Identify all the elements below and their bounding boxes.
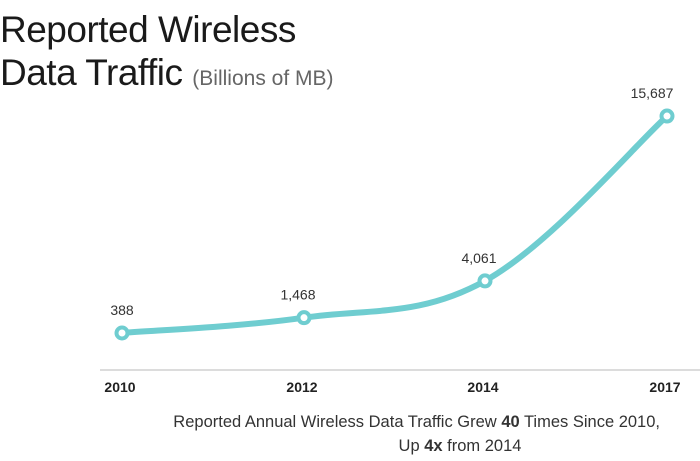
data-label: 4,061 <box>461 250 496 266</box>
data-label: 1,468 <box>280 287 315 303</box>
caption-text: Up <box>398 437 425 455</box>
caption-text: Reported Annual Wireless Data Traffic Gr… <box>173 413 502 431</box>
title-line-2: Data Traffic (Billions of MB) <box>0 51 334 100</box>
x-tick-label: 2012 <box>286 379 317 395</box>
data-label: 388 <box>110 302 134 318</box>
x-tick-label: 2017 <box>649 379 680 395</box>
data-point <box>477 273 493 289</box>
caption-text: Times Since 2010, <box>519 413 660 431</box>
title-line-2-text: Data Traffic <box>0 52 183 93</box>
x-tick-label: 2010 <box>104 379 135 395</box>
chart-title: Reported Wireless Data Traffic (Billions… <box>0 8 334 100</box>
chart-caption: Reported Annual Wireless Data Traffic Gr… <box>0 410 660 458</box>
data-label: 15,687 <box>631 85 674 101</box>
title-line-1: Reported Wireless <box>0 9 296 50</box>
data-point <box>296 310 312 326</box>
chart-subtitle: (Billions of MB) <box>192 67 334 90</box>
data-point <box>659 108 675 124</box>
caption-line-2: Up 4x from 2014 <box>0 434 660 458</box>
data-point <box>114 325 130 341</box>
caption-line-1: Reported Annual Wireless Data Traffic Gr… <box>173 413 660 431</box>
caption-bold: 4x <box>424 437 443 455</box>
caption-text: from 2014 <box>442 437 522 455</box>
series-line <box>119 113 670 336</box>
x-tick-label: 2014 <box>467 379 498 395</box>
caption-bold: 40 <box>501 413 520 431</box>
